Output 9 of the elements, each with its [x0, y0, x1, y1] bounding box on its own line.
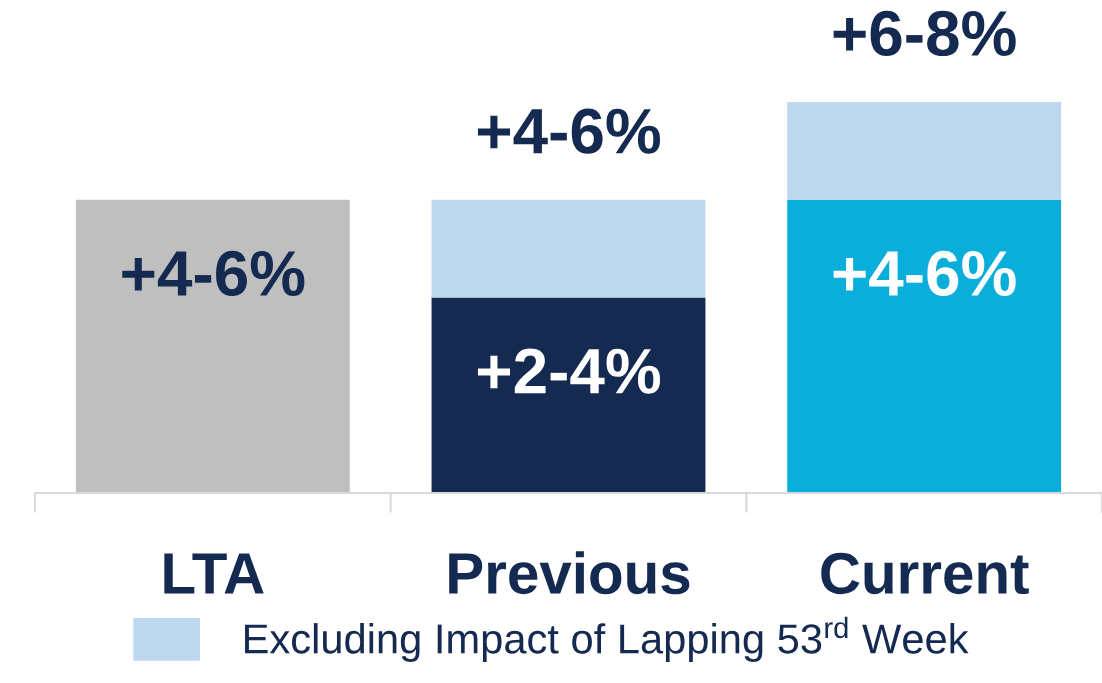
x-tick-label: LTA — [164, 553, 264, 594]
x-tick-label: Current — [821, 552, 1029, 595]
legend-label: Excluding Impact of Lapping 53$^{rd}$ Week — [245, 616, 969, 662]
total-label: +4-6% — [477, 108, 661, 154]
annotation: +4-6% — [122, 250, 305, 297]
annotation: +2-4% — [477, 348, 661, 394]
x-tick-label: Previous — [449, 551, 690, 595]
total-label: +6-8% — [833, 10, 1016, 57]
annotation: +4-6% — [833, 250, 1016, 297]
